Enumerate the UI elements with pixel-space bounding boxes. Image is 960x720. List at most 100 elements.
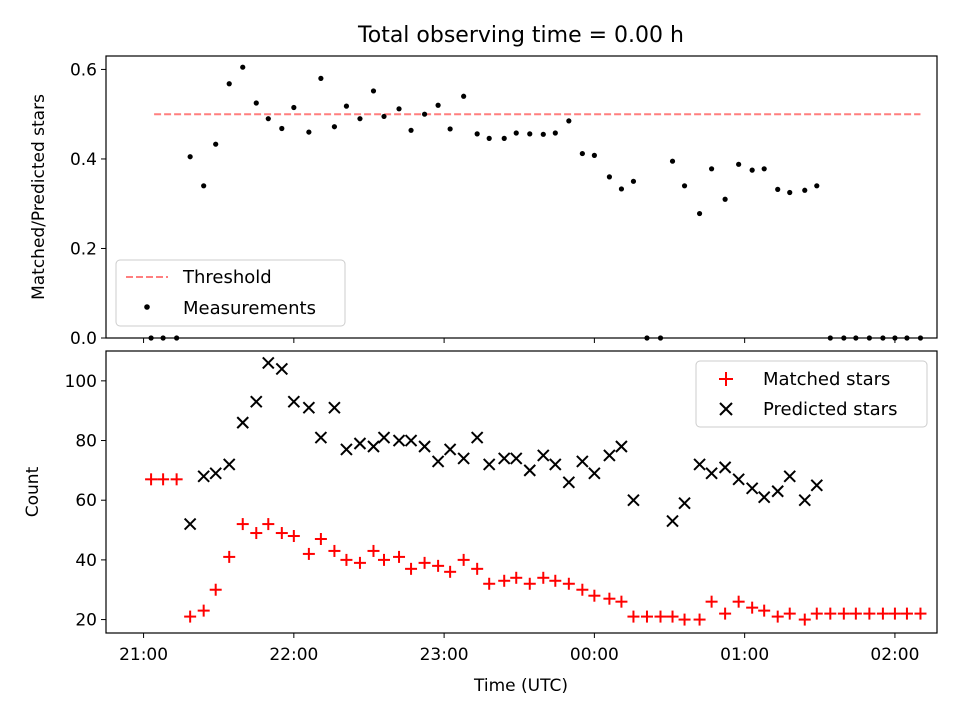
legend-predicted-swatch [719,402,733,416]
matched-star-point [798,613,811,626]
measurement-point [370,88,377,94]
matched-star-point [393,550,406,563]
predicted-star-point [236,416,249,429]
matched-star-point [184,610,197,623]
predicted-star-point [209,467,222,480]
matched-star-point [471,562,484,575]
measurement-point [474,131,480,137]
predicted-star-point [275,362,289,376]
measurement-point [486,135,492,141]
count-y-axis-label: Count [23,466,43,517]
measurement-point [447,126,453,132]
predicted-star-point [367,440,380,453]
count-x-tick-label: 23:00 [420,645,469,665]
predicted-star-point [250,395,263,408]
matched-star-point [302,547,315,560]
matched-star-point [783,607,796,620]
predicted-star-point [314,431,328,444]
measurement-point [253,100,259,106]
measurement-point [579,150,585,157]
count-y-axis: 20 40 60 80 100 [65,372,106,631]
ratio-y-tick-label: 0.4 [70,150,97,170]
matched-star-point [457,553,470,566]
figure-title: Total observing time = 0.00 h [357,23,684,48]
measurement-point [201,183,207,189]
count-legend: Matched stars Predicted stars [695,360,928,428]
predicted-star-point [431,455,445,468]
predicted-star-point [223,458,236,471]
measurement-point [318,75,324,81]
ratio-y-tick-label: 0.2 [70,239,97,259]
matched-star-point [340,553,353,566]
matched-star-point [157,473,170,486]
measurement-point [630,178,637,184]
legend-matched-swatch [719,372,733,386]
predicted-star-point [757,491,771,504]
legend-predicted-label: Predicted stars [763,399,897,420]
measurement-point [681,183,688,189]
measurement-point [396,106,402,112]
predicted-star-point [197,470,210,483]
predicted-star-point [705,467,718,480]
count-x-axis: 21:00 22:00 23:00 00:00 01:00 02:00 [119,633,919,665]
count-legend-box [695,360,928,428]
measurement-point [240,64,246,70]
predicted-star-point [745,482,759,495]
predicted-star-point [183,517,197,531]
matched-star-point [603,592,616,605]
matched-star-point [837,607,850,620]
matched-star-point [810,607,823,620]
measurement-point [540,131,546,137]
predicted-star-point [498,452,511,465]
matched-star-point [640,610,653,623]
measurement-point [513,130,519,136]
measurement-point [669,158,676,164]
matched-star-point [615,595,628,608]
predicted-star-point [718,461,732,474]
measurement-point [213,141,219,147]
count-x-tick-label: 02:00 [870,645,919,665]
matched-star-point [732,595,745,608]
predicted-star-point [443,443,457,456]
ratio-legend-box [115,259,346,327]
matched-star-point [537,571,550,584]
count-x-tick-label: 00:00 [570,645,619,665]
measurement-point [226,81,232,87]
predicted-star-point [377,431,391,444]
matched-star-point [863,607,876,620]
matched-star-point [287,530,300,543]
matched-star-point [888,607,901,620]
predicted-star-point [457,452,470,465]
measurement-point [279,125,285,132]
measurement-point [435,102,441,108]
matched-star-point [824,607,837,620]
predicted-star-point [262,356,275,370]
matched-star-point [444,565,457,578]
matched-star-point [432,559,445,572]
measurement-point [343,103,350,109]
measurement-point [306,129,312,135]
ratio-legend: Threshold Measurements [115,259,346,327]
matched-star-point [666,610,679,623]
measurement-point [814,183,820,189]
predicted-star-point [287,395,301,408]
measurement-point [461,93,467,99]
matched-star-point [705,595,718,608]
matched-star-point [197,604,210,617]
matched-star-point [719,607,732,620]
measurement-point [802,187,808,193]
matched-star-point [250,527,263,540]
matched-star-point [678,613,691,626]
matched-star-point [900,607,913,620]
count-x-axis-label: Time (UTC) [473,676,568,696]
matched-star-point [145,473,158,486]
predicted-star-point [340,443,353,456]
count-y-tick-label: 20 [75,611,97,631]
matched-star-point [914,607,927,620]
matched-star-point [771,610,784,623]
predicted-star-point [523,464,536,477]
measurement-point [291,104,297,111]
measurement-point [187,154,193,160]
